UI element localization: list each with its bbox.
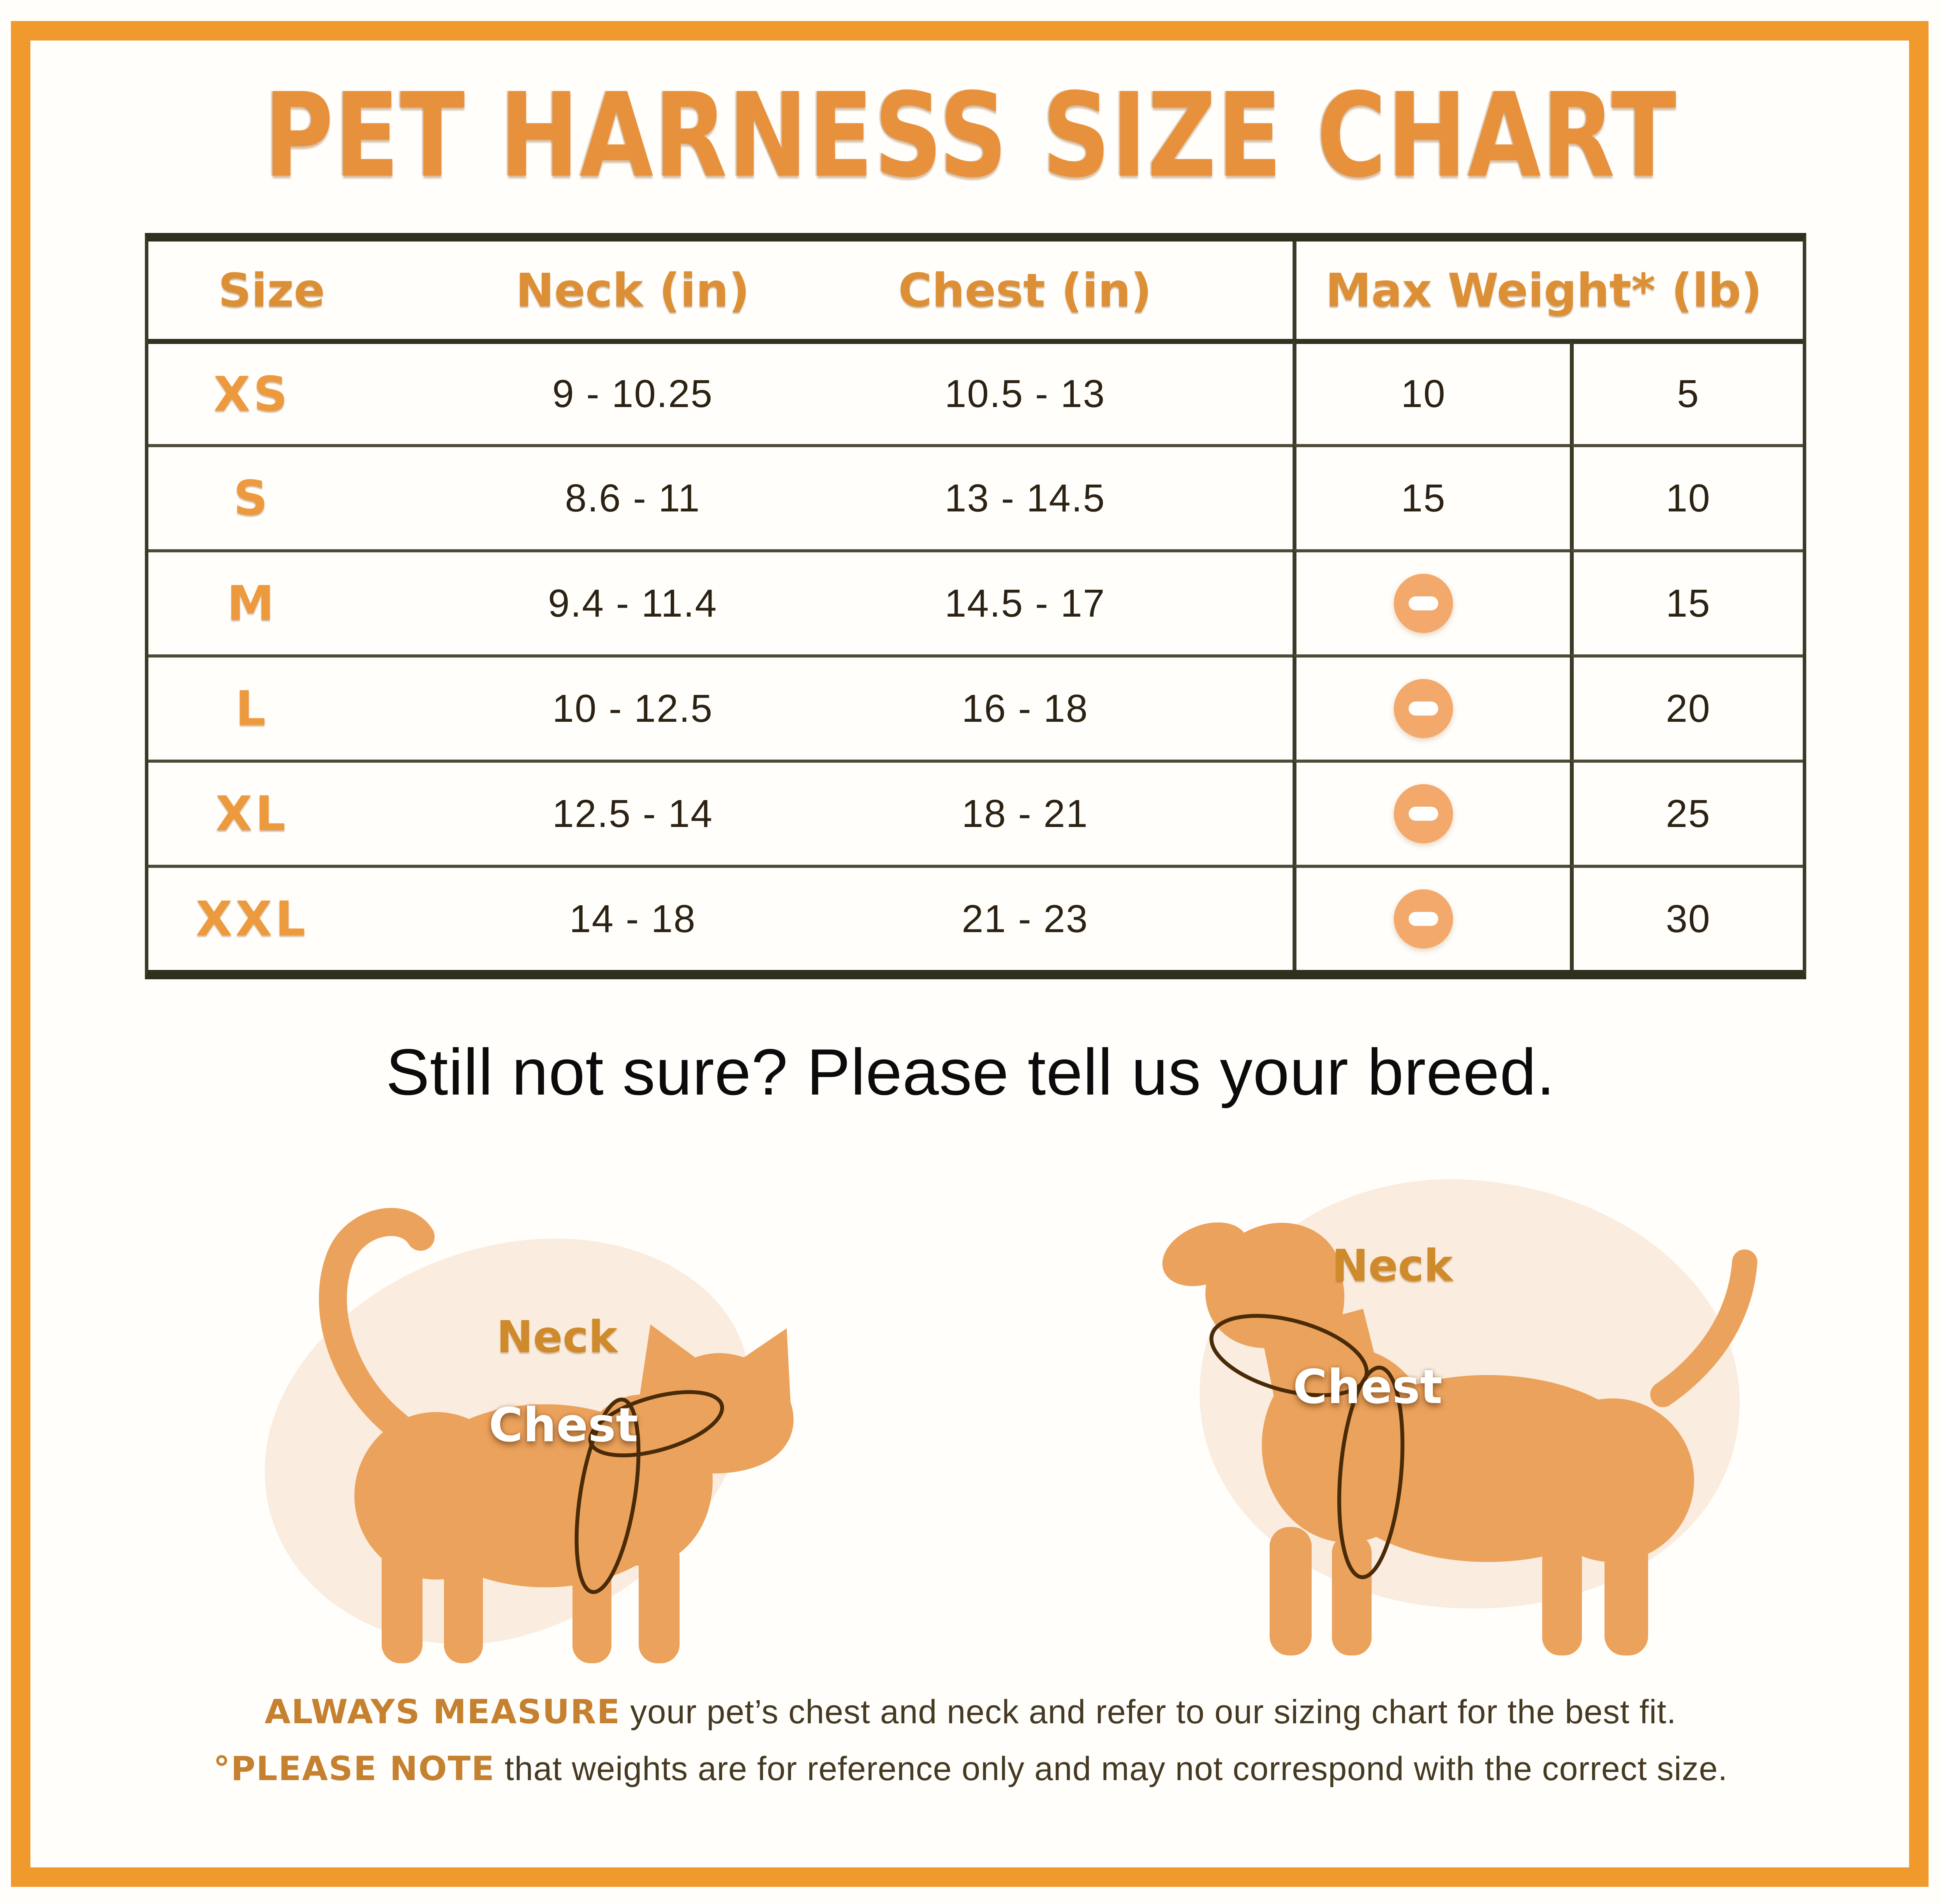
footer-notes: ALWAYS MEASURE your pet’s chest and neck… xyxy=(0,1684,1941,1797)
minus-bar xyxy=(1409,912,1438,926)
chest-cell: 21 - 23 xyxy=(870,865,1293,970)
max-weight-cat-cell xyxy=(1293,760,1570,865)
dog-measurement-diagram: Neck Chest xyxy=(1106,1145,1815,1663)
minus-bar xyxy=(1409,596,1438,610)
chest-cell: 16 - 18 xyxy=(870,654,1293,760)
max-weight-dog-cell: 5 xyxy=(1570,339,1803,444)
max-weight-cat-cell xyxy=(1293,549,1570,654)
neck-cell: 9.4 - 11.4 xyxy=(395,549,870,654)
max-weight-cat-cell: 15 xyxy=(1293,444,1570,549)
minus-bar xyxy=(1409,702,1438,716)
neck-cell: 14 - 18 xyxy=(395,865,870,970)
max-weight-dog-cell: 30 xyxy=(1570,865,1803,970)
size-table: Size Neck (in) Chest (in) Max Weight* (l… xyxy=(145,233,1806,979)
cat-chest-label: Chest xyxy=(489,1398,638,1453)
dog-chest-label: Chest xyxy=(1293,1360,1443,1414)
dog-neck-label: Neck xyxy=(1332,1241,1453,1291)
max-weight-dog-cell: 15 xyxy=(1570,549,1803,654)
size-cell: S xyxy=(148,444,395,549)
minus-circle-icon xyxy=(1394,889,1453,948)
footer-line-2-emphasis: °PLEASE NOTE xyxy=(213,1749,495,1788)
cat-neck-label: Neck xyxy=(497,1312,618,1363)
footer-line-1-emphasis: ALWAYS MEASURE xyxy=(264,1692,621,1731)
measuring-tape-loops xyxy=(574,1390,724,1594)
max-weight-cat-cell xyxy=(1293,865,1570,970)
size-cell: XS xyxy=(148,339,395,444)
size-cell: L xyxy=(148,654,395,760)
minus-bar xyxy=(1409,807,1438,821)
cat-measurement-diagram: Neck Chest xyxy=(203,1153,865,1663)
header-neck: Neck (in) xyxy=(516,263,750,317)
neck-cell: 10 - 12.5 xyxy=(395,654,870,760)
minus-circle-icon xyxy=(1394,784,1453,843)
subtitle: Still not sure? Please tell us your bree… xyxy=(386,1035,1555,1109)
measuring-tape-loops xyxy=(1209,1314,1405,1580)
dog-body xyxy=(1162,1222,1758,1655)
header-size: Size xyxy=(218,263,325,317)
size-cell: M xyxy=(148,549,395,654)
chest-cell: 13 - 14.5 xyxy=(870,444,1293,549)
max-weight-dog-cell: 25 xyxy=(1570,760,1803,865)
footer-line-2-text: that weights are for reference only and … xyxy=(495,1750,1728,1788)
max-weight-cat-cell: 10 xyxy=(1293,339,1570,444)
chest-cell: 14.5 - 17 xyxy=(870,549,1293,654)
size-cell: XXL xyxy=(148,865,395,970)
minus-circle-icon xyxy=(1394,679,1453,738)
minus-circle-icon xyxy=(1394,574,1453,633)
page-title: PET HARNESS SIZE CHART xyxy=(264,68,1677,203)
neck-cell: 12.5 - 14 xyxy=(395,760,870,865)
footer-line-1-text: your pet’s chest and neck and refer to o… xyxy=(620,1693,1677,1731)
size-cell: XL xyxy=(148,760,395,865)
neck-cell: 8.6 - 11 xyxy=(395,444,870,549)
cat-silhouette-illustration xyxy=(264,1208,794,1663)
header-max-weight: Max Weight* (lb) xyxy=(1293,242,1803,339)
footer-line-2: °PLEASE NOTE that weights are for refere… xyxy=(0,1740,1941,1797)
chest-cell: 18 - 21 xyxy=(870,760,1293,865)
dog-silhouette-illustration xyxy=(1162,1179,1758,1655)
outer-frame xyxy=(11,21,1929,1887)
cat-body xyxy=(319,1208,794,1663)
neck-cell: 9 - 10.25 xyxy=(395,339,870,444)
header-chest: Chest (in) xyxy=(898,263,1152,317)
chest-cell: 10.5 - 13 xyxy=(870,339,1293,444)
max-weight-cat-cell xyxy=(1293,654,1570,760)
max-weight-dog-cell: 20 xyxy=(1570,654,1803,760)
max-weight-dog-cell: 10 xyxy=(1570,444,1803,549)
footer-line-1: ALWAYS MEASURE your pet’s chest and neck… xyxy=(0,1684,1941,1740)
